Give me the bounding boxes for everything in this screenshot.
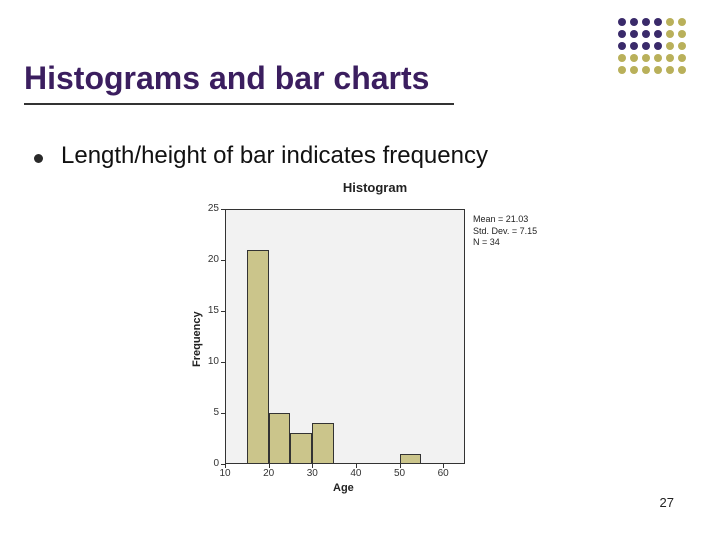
decor-dot <box>678 42 686 50</box>
x-axis-label: Age <box>333 482 354 494</box>
y-tick-label: 25 <box>199 203 219 214</box>
bullet-text: Length/height of bar indicates frequency <box>61 142 488 170</box>
decor-dot <box>678 30 686 38</box>
x-tick-label: 20 <box>259 468 279 479</box>
y-tick <box>221 209 225 210</box>
slide-title: Histograms and bar charts <box>24 60 570 97</box>
x-tick-label: 30 <box>302 468 322 479</box>
decor-dot <box>654 18 662 26</box>
decor-dot <box>642 18 650 26</box>
x-tick <box>356 464 357 468</box>
decor-dot <box>666 18 674 26</box>
x-tick-label: 40 <box>346 468 366 479</box>
page-number: 27 <box>660 495 674 510</box>
histogram-bar <box>290 433 312 464</box>
y-tick-label: 20 <box>199 254 219 265</box>
bullet-item: Length/height of bar indicates frequency <box>34 142 488 170</box>
x-tick-label: 60 <box>433 468 453 479</box>
decor-dot <box>678 54 686 62</box>
histogram-chart: Histogram Frequency Age Mean = 21.03 Std… <box>175 180 575 510</box>
x-tick <box>225 464 226 468</box>
decor-dot <box>630 66 638 74</box>
decor-dot <box>654 42 662 50</box>
histogram-bar <box>269 413 291 464</box>
stat-mean: Mean = 21.03 <box>473 214 537 226</box>
decor-dot <box>642 54 650 62</box>
x-tick <box>269 464 270 468</box>
decor-dot <box>666 66 674 74</box>
stat-sd: Std. Dev. = 7.15 <box>473 226 537 238</box>
title-rule <box>24 103 454 105</box>
x-tick <box>312 464 313 468</box>
chart-title: Histogram <box>175 180 575 195</box>
decor-dot <box>630 42 638 50</box>
decor-dot <box>666 54 674 62</box>
decor-dot <box>666 30 674 38</box>
bullet-dot <box>34 154 43 163</box>
stat-n: N = 34 <box>473 237 537 249</box>
title-block: Histograms and bar charts <box>24 60 570 105</box>
y-tick <box>221 311 225 312</box>
decor-dot <box>618 66 626 74</box>
decor-dot <box>654 66 662 74</box>
histogram-bar <box>400 454 422 464</box>
chart-body: Frequency Age Mean = 21.03 Std. Dev. = 7… <box>175 199 575 489</box>
decor-dot <box>654 30 662 38</box>
x-tick-label: 50 <box>390 468 410 479</box>
decor-dot <box>618 18 626 26</box>
slide: Histograms and bar charts Length/height … <box>0 0 720 540</box>
decor-dot <box>630 54 638 62</box>
chart-stats: Mean = 21.03 Std. Dev. = 7.15 N = 34 <box>473 214 537 249</box>
decor-dot <box>618 42 626 50</box>
x-tick <box>400 464 401 468</box>
x-tick <box>443 464 444 468</box>
decor-dot <box>630 30 638 38</box>
decor-dot <box>630 18 638 26</box>
decor-dot <box>654 54 662 62</box>
decor-dot <box>666 42 674 50</box>
y-tick <box>221 362 225 363</box>
y-tick-label: 10 <box>199 356 219 367</box>
decor-dot <box>642 30 650 38</box>
decor-dots <box>618 18 690 78</box>
decor-dot <box>618 30 626 38</box>
histogram-bar <box>247 250 269 464</box>
y-tick <box>221 413 225 414</box>
x-tick-label: 10 <box>215 468 235 479</box>
y-tick-label: 15 <box>199 305 219 316</box>
histogram-bar <box>312 423 334 464</box>
decor-dot <box>678 18 686 26</box>
decor-dot <box>642 66 650 74</box>
y-tick <box>221 260 225 261</box>
decor-dot <box>642 42 650 50</box>
decor-dot <box>678 66 686 74</box>
y-tick-label: 5 <box>199 407 219 418</box>
decor-dot <box>618 54 626 62</box>
